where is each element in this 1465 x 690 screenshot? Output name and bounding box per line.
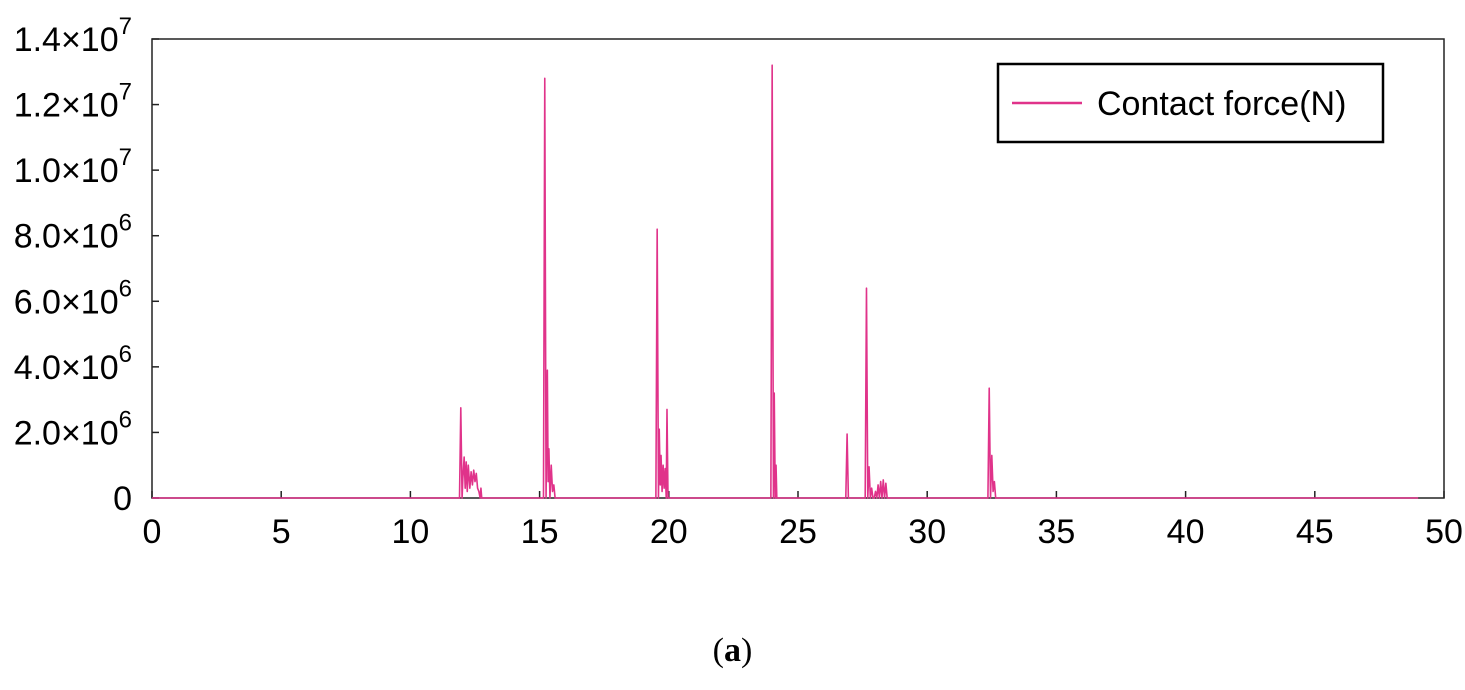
x-tick-label: 5	[272, 513, 291, 551]
y-tick-label: 2.0×106	[14, 406, 132, 452]
y-tick-label: 0	[113, 480, 132, 518]
y-tick-mantissa: 1.0×10	[14, 152, 119, 190]
x-tick-label: 40	[1167, 513, 1205, 551]
legend: Contact force(N)	[996, 62, 1385, 144]
x-tick-label: 30	[908, 513, 946, 551]
x-tick-label: 35	[1037, 513, 1075, 551]
y-tick-mantissa: 4.0×10	[14, 349, 119, 387]
y-tick-label: 8.0×106	[14, 210, 132, 256]
y-tick-exponent: 6	[119, 406, 132, 433]
series-line-contact-force	[152, 64, 1419, 499]
caption-letter: a	[724, 632, 741, 669]
y-tick-mantissa: 2.0×10	[14, 414, 119, 452]
y-tick-exponent: 6	[119, 210, 132, 237]
y-tick-label: 1.4×107	[14, 13, 132, 59]
y-axis: 02.0×1064.0×1066.0×1068.0×1061.0×1071.2×…	[14, 13, 159, 518]
caption-open: (	[712, 632, 724, 669]
x-tick-label: 20	[650, 513, 688, 551]
x-tick-label: 10	[391, 513, 429, 551]
legend-label: Contact force(N)	[1097, 85, 1346, 123]
x-tick-label: 15	[521, 513, 559, 551]
y-tick-mantissa: 1.4×10	[14, 21, 119, 59]
y-tick-exponent: 7	[119, 13, 132, 40]
y-tick-mantissa: 1.2×10	[14, 87, 119, 125]
x-tick-label: 0	[143, 513, 162, 551]
caption-close: )	[741, 632, 753, 669]
y-tick-exponent: 6	[119, 341, 132, 368]
y-tick-exponent: 7	[119, 144, 132, 171]
figure-caption: (a)	[0, 632, 1465, 670]
x-tick-label: 45	[1296, 513, 1334, 551]
y-tick-exponent: 7	[119, 79, 132, 106]
y-tick-mantissa: 6.0×10	[14, 283, 119, 321]
y-tick-label: 6.0×106	[14, 275, 132, 321]
y-tick-mantissa: 8.0×10	[14, 218, 119, 256]
y-tick-exponent: 6	[119, 275, 132, 302]
x-tick-label: 25	[779, 513, 817, 551]
y-tick-mantissa: 0	[113, 480, 132, 518]
y-tick-label: 1.0×107	[14, 144, 132, 190]
y-tick-label: 4.0×106	[14, 341, 132, 387]
x-tick-label: 50	[1425, 513, 1463, 551]
y-tick-label: 1.2×107	[14, 79, 132, 125]
x-axis: 0 5 10 15 20 25 30 35 40 45 50	[143, 491, 1463, 551]
